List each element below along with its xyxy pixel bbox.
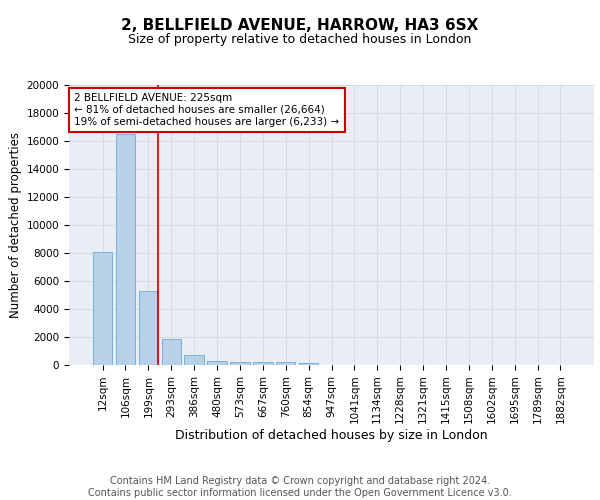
- Text: 2 BELLFIELD AVENUE: 225sqm
← 81% of detached houses are smaller (26,664)
19% of : 2 BELLFIELD AVENUE: 225sqm ← 81% of deta…: [74, 94, 340, 126]
- Bar: [299, 362, 319, 365]
- Bar: [253, 362, 272, 365]
- X-axis label: Distribution of detached houses by size in London: Distribution of detached houses by size …: [175, 429, 488, 442]
- Bar: [93, 252, 112, 365]
- Bar: [276, 362, 295, 365]
- Text: Contains HM Land Registry data © Crown copyright and database right 2024.
Contai: Contains HM Land Registry data © Crown c…: [88, 476, 512, 498]
- Bar: [116, 134, 135, 365]
- Bar: [139, 291, 158, 365]
- Y-axis label: Number of detached properties: Number of detached properties: [10, 132, 22, 318]
- Bar: [161, 339, 181, 365]
- Text: 2, BELLFIELD AVENUE, HARROW, HA3 6SX: 2, BELLFIELD AVENUE, HARROW, HA3 6SX: [121, 18, 479, 32]
- Text: Size of property relative to detached houses in London: Size of property relative to detached ho…: [128, 32, 472, 46]
- Bar: [208, 360, 227, 365]
- Bar: [184, 355, 204, 365]
- Bar: [230, 362, 250, 365]
